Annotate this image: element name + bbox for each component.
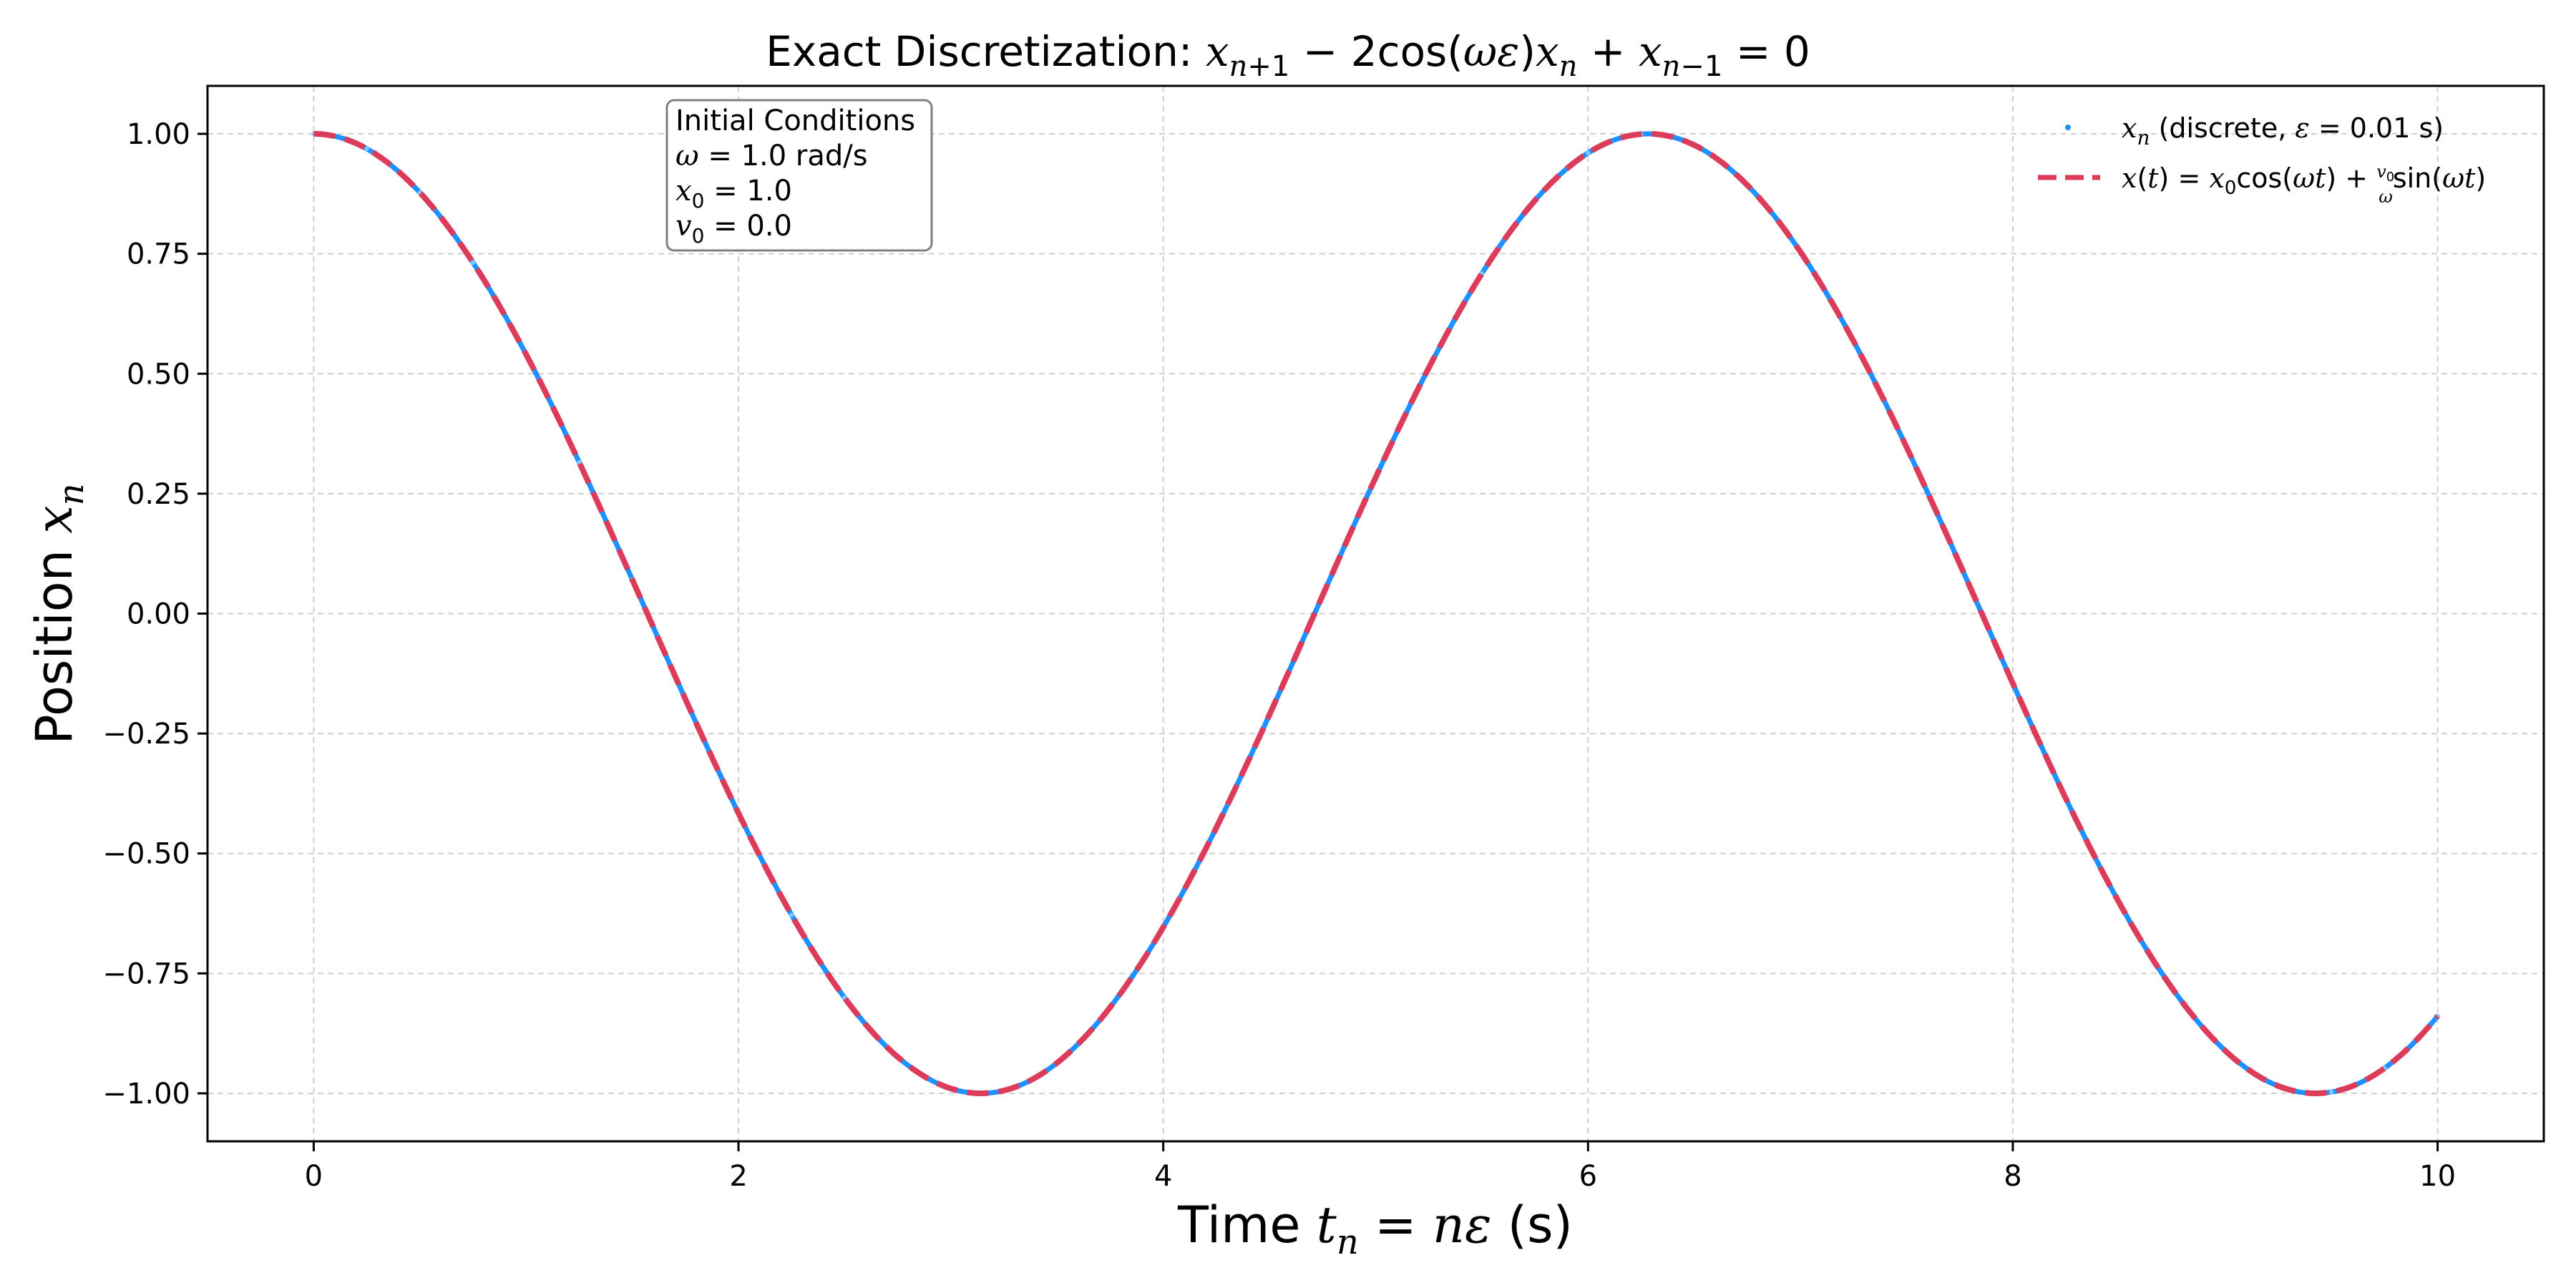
y-tick-label: −0.50 — [102, 838, 190, 871]
discrete-point — [364, 146, 369, 152]
y-tick-label: −1.00 — [102, 1078, 190, 1111]
ticks: 0 2 4 6 8 10 1.00 0.75 0.50 0.25 0.00 −0.25 −0.50 −0.… — [102, 118, 2456, 1193]
x-tick-label: 2 — [729, 1160, 747, 1193]
discrete-point — [1586, 150, 1591, 155]
omega-value: ω = 1.0 rad/s — [675, 140, 868, 172]
x-axis-label: Time tn = nε (s) — [1177, 1196, 1573, 1262]
y-tick-label: 0.75 — [127, 238, 190, 271]
chart-title: Exact Discretization: xn+1 − 2cos(ωε)xn … — [766, 27, 1810, 83]
legend-label-discrete: xn (discrete, ε = 0.01 s) — [2122, 112, 2444, 150]
x-tick-label: 6 — [1579, 1160, 1597, 1193]
discrete-point — [577, 459, 582, 465]
v0-value: v0 = 0.0 — [675, 210, 792, 248]
x-tick-label: 8 — [2004, 1160, 2021, 1193]
discrete-point — [2328, 1089, 2334, 1095]
initial-conditions-title: Initial Conditions — [675, 104, 915, 137]
legend-label-analytic: x(t) = x0cos(ωt) + v0 ωsin(ωt) — [2122, 162, 2486, 207]
y-tick-label: −0.25 — [102, 718, 190, 751]
y-tick-label: 0.25 — [127, 478, 190, 511]
x-tick-label: 0 — [305, 1160, 323, 1193]
y-axis-label: Position xn — [25, 483, 92, 744]
analytic-series-line — [313, 131, 2440, 1096]
y-tick-label: −0.75 — [102, 957, 190, 990]
x0-value: x0 = 1.0 — [675, 175, 792, 213]
discrete-point — [789, 912, 794, 917]
initial-conditions-box: Initial Conditions ω = 1.0 rad/s x0 = 1.… — [665, 99, 933, 252]
y-tick-label: 0.00 — [127, 598, 190, 631]
discrete-point — [470, 260, 476, 265]
grid — [208, 86, 2544, 1141]
legend: xn (discrete, ε = 0.01 s) x(t) = x0cos(ω… — [2038, 112, 2486, 207]
x-tick-label: 4 — [1154, 1160, 1172, 1193]
y-tick-label: 0.50 — [127, 358, 190, 391]
y-tick-label: 1.00 — [127, 118, 190, 151]
x-tick-label: 10 — [2419, 1160, 2456, 1193]
legend-dot-marker — [2065, 125, 2071, 130]
series-layer — [311, 131, 2440, 1096]
